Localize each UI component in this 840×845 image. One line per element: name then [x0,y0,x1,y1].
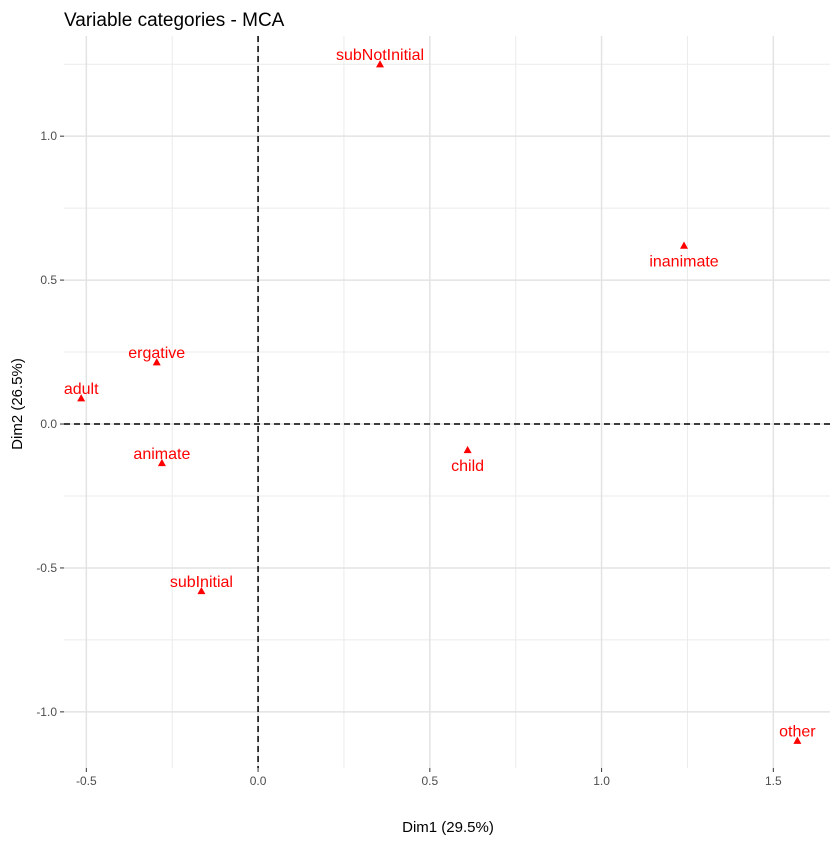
point-marker [463,445,472,454]
point-label: other [779,724,816,741]
x-tick-label: 1.5 [765,774,782,788]
point-marker [197,586,206,595]
reference-lines [64,36,830,768]
point-label: child [451,458,484,475]
point-label: subNotInitial [336,47,424,64]
x-tick-label: 0.0 [250,774,267,788]
y-tick-label: -0.5 [36,561,57,575]
y-tick-label: -1.0 [36,705,57,719]
y-axis-title: Dim2 (26.5%) [9,358,26,450]
x-tick-label: 1.0 [593,774,610,788]
grid [64,36,830,768]
point-marker [793,736,802,744]
point-label: animate [133,446,190,463]
points: subNotInitial inanimate ergative adult anima… [64,47,816,744]
point-label: ergative [128,345,185,362]
chart-title: Variable categories - MCA [64,10,285,31]
point-marker [157,458,166,467]
x-axis-title: Dim1 (29.5%) [402,819,494,836]
x-tick-label: 0.5 [421,774,438,788]
axes: -0.5 0.0 0.5 1.0 1.5 -1.0 -0.5 0.0 0.5 1.0 [36,129,782,788]
point-marker [152,358,161,366]
y-tick-label: 0.5 [40,273,57,287]
point-label: inanimate [649,254,718,271]
y-tick-label: 1.0 [40,129,57,143]
point-marker [77,394,86,402]
x-tick-label: -0.5 [76,774,97,788]
point-marker [680,241,689,249]
point-marker [376,60,385,68]
point-label: subInitial [170,574,233,591]
point-label: adult [64,381,99,398]
y-tick-label: 0.0 [40,417,57,431]
